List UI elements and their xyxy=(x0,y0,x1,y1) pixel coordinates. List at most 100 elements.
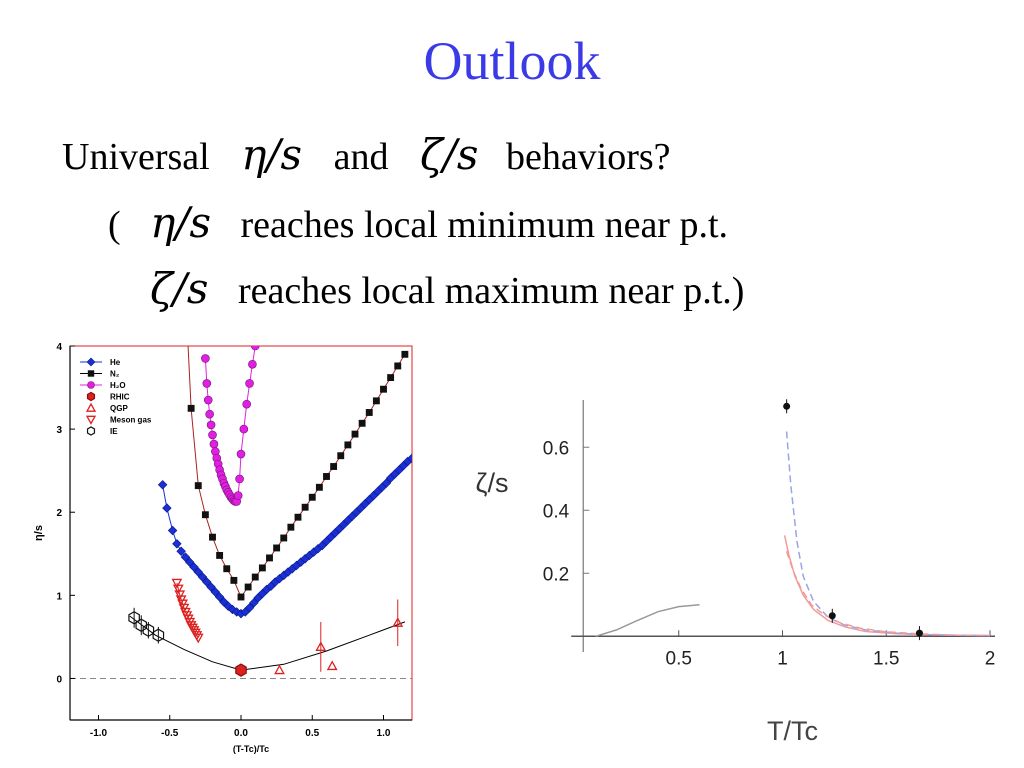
plot-area xyxy=(69,345,413,721)
point-n2 xyxy=(244,583,252,591)
legend: He N₂ H₂O RHIC QGP Meson gas IE xyxy=(80,357,152,436)
plot-marks xyxy=(128,346,412,677)
point-n2 xyxy=(301,503,309,511)
point-qgp xyxy=(274,664,285,675)
line3-text: reaches local maximum near p.t.) xyxy=(237,270,745,312)
point-h2o xyxy=(242,399,251,409)
point-qgp xyxy=(315,641,327,651)
point-n2 xyxy=(308,493,316,501)
point-he xyxy=(172,539,182,549)
point-meson-gas xyxy=(172,584,184,595)
legend-label: He xyxy=(110,358,121,367)
point-n2 xyxy=(273,544,281,552)
point-h2o xyxy=(201,354,210,363)
point-he xyxy=(167,525,178,536)
legend-marker xyxy=(86,391,96,402)
legend-label: QGP xyxy=(110,404,128,413)
point-he xyxy=(210,587,221,597)
point-h2o xyxy=(202,379,212,388)
point-n2 xyxy=(258,564,266,572)
data-point xyxy=(915,629,923,637)
y-tick-label: 4 xyxy=(56,342,62,353)
x-tick-label: -0.5 xyxy=(161,728,179,739)
point-he xyxy=(202,577,212,587)
point-ie xyxy=(142,623,155,637)
point-qgp xyxy=(326,660,338,671)
point-rhic xyxy=(235,663,247,677)
y-axis-label: ζ/s xyxy=(476,468,509,498)
point-he xyxy=(193,567,203,577)
point-n2 xyxy=(394,362,402,370)
axes: 0.2 0.4 0.6 0.5 1 1.5 2 ζ/s T/Tc xyxy=(476,400,996,746)
x-tick-label: 2 xyxy=(985,648,996,669)
point-n2 xyxy=(201,511,209,519)
point-he xyxy=(206,582,216,592)
point-n2 xyxy=(380,385,387,393)
point-h2o xyxy=(209,439,219,449)
point-ie xyxy=(128,611,140,625)
point-n2 xyxy=(337,452,345,460)
point-he xyxy=(184,557,195,567)
point-h2o xyxy=(208,430,217,440)
y-tick-label: 0 xyxy=(56,674,62,685)
point-ie xyxy=(135,618,148,632)
zeta-over-s-chart: 0.2 0.4 0.6 0.5 1 1.5 2 ζ/s T/Tc xyxy=(476,399,996,746)
y-tick-label: 3 xyxy=(56,425,62,436)
x-tick-label: -1.0 xyxy=(90,728,108,739)
legend-marker xyxy=(86,357,96,367)
point-he xyxy=(157,480,168,490)
x-tick-label: 1 xyxy=(777,648,788,669)
data-point xyxy=(828,612,836,620)
eta-over-s: η/s xyxy=(150,198,212,247)
point-n2 xyxy=(194,482,202,490)
point-he xyxy=(244,603,255,613)
point-n2 xyxy=(358,419,366,427)
point-n2 xyxy=(351,430,359,438)
line2-text: reaches local minimum near p.t. xyxy=(240,204,729,246)
slide-title: Outlook xyxy=(423,31,601,91)
point-he xyxy=(180,552,191,562)
point-he xyxy=(189,562,199,572)
line-3: ζ/s reaches local maximum near p.t.) xyxy=(150,264,744,313)
legend-marker xyxy=(86,426,96,436)
point-he xyxy=(162,503,172,513)
line1-prefix: Universal xyxy=(62,136,210,178)
legend-label: H₂O xyxy=(110,381,126,390)
curve-4 xyxy=(785,550,991,637)
x-tick-label: 1.0 xyxy=(377,728,391,739)
line2-open-paren: ( xyxy=(108,204,121,246)
point-n2 xyxy=(401,350,409,358)
x-tick-label: 0.5 xyxy=(305,728,319,739)
zeta-over-s: ζ/s xyxy=(419,130,479,179)
point-h2o xyxy=(239,424,249,434)
point-n2 xyxy=(323,473,330,480)
line-2: ( η/s reaches local minimum near p.t. xyxy=(108,198,728,247)
plot-frame xyxy=(69,345,413,721)
point-n2 xyxy=(280,534,288,542)
point-h2o xyxy=(235,474,244,484)
y-tick-label: 0.4 xyxy=(543,501,570,522)
point-h2o xyxy=(236,449,246,459)
eta-over-s: η/s xyxy=(241,130,303,179)
legend-label: Meson gas xyxy=(110,416,152,425)
x-tick-label: 1.5 xyxy=(873,648,899,669)
legend-marker xyxy=(87,370,95,377)
point-h2o xyxy=(233,491,243,500)
point-n2 xyxy=(387,374,395,382)
point-h2o xyxy=(203,395,213,405)
point-h2o xyxy=(205,409,214,419)
point-n2 xyxy=(266,554,273,562)
curve-1 xyxy=(595,604,700,638)
point-n2 xyxy=(372,397,380,405)
point-meson-gas xyxy=(192,633,204,644)
y-tick-label: 2 xyxy=(56,508,62,519)
point-n2 xyxy=(216,552,224,559)
point-he xyxy=(214,592,225,602)
point-n2 xyxy=(330,463,338,470)
point-n2 xyxy=(237,593,245,601)
point-n2 xyxy=(365,409,373,416)
plot-marks xyxy=(595,399,991,641)
point-h2o xyxy=(248,359,257,369)
axes: 0 1 2 3 4 -1.0 -0.5 0.0 0.5 1.0 η/s (T-Tc)/Tc xyxy=(33,342,391,754)
point-n2 xyxy=(294,513,302,521)
